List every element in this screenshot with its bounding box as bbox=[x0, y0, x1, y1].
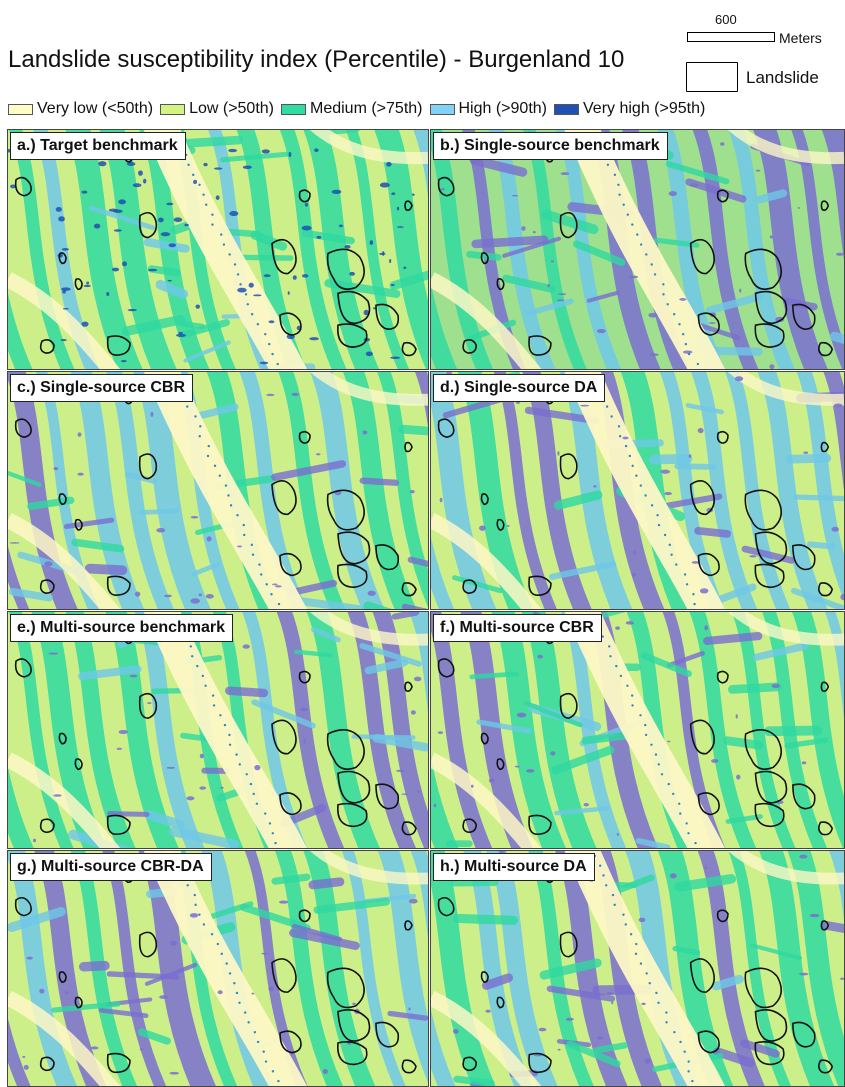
panel-label: d.) Single-source DA bbox=[433, 374, 606, 402]
legend-label-low: Low (>50th) bbox=[189, 100, 274, 117]
susceptibility-map bbox=[431, 612, 844, 848]
legend-swatch-very-high bbox=[554, 103, 579, 115]
map-panel-h: h.) Multi-source DA bbox=[430, 850, 845, 1087]
map-panel-c: c.) Single-source CBR bbox=[7, 371, 429, 610]
susceptibility-legend: Very low (<50th) Low (>50th) Medium (>75… bbox=[8, 100, 712, 118]
legend-label-medium: Medium (>75th) bbox=[310, 100, 423, 117]
susceptibility-map bbox=[8, 372, 428, 609]
scale-bar-graphic bbox=[687, 32, 775, 42]
legend-item-very-high: Very high (>95th) bbox=[554, 100, 705, 118]
susceptibility-map bbox=[431, 372, 844, 609]
scale-bar-value: 600 bbox=[715, 12, 737, 27]
landslide-legend: Landslide bbox=[686, 62, 836, 94]
susceptibility-map bbox=[8, 130, 428, 369]
map-panel-d: d.) Single-source DA bbox=[430, 371, 845, 610]
legend-item-high: High (>90th) bbox=[429, 100, 548, 118]
landslide-symbol bbox=[686, 62, 738, 92]
panel-label: c.) Single-source CBR bbox=[10, 374, 194, 402]
susceptibility-map bbox=[8, 612, 428, 848]
legend-item-medium: Medium (>75th) bbox=[281, 100, 423, 118]
legend-swatch-medium bbox=[281, 103, 306, 115]
map-panel-b: b.) Single-source benchmark bbox=[430, 129, 845, 370]
legend-label-very-low: Very low (<50th) bbox=[37, 100, 154, 117]
panel-label: b.) Single-source benchmark bbox=[433, 132, 668, 160]
map-panel-a: a.) Target benchmark bbox=[7, 129, 429, 370]
scale-bar-unit: Meters bbox=[779, 30, 822, 46]
map-panel-g: g.) Multi-source CBR-DA bbox=[7, 850, 429, 1087]
scale-bar: 600 Meters bbox=[687, 12, 837, 52]
legend-label-high: High (>90th) bbox=[458, 100, 548, 117]
panel-label: a.) Target benchmark bbox=[10, 132, 186, 160]
landslide-legend-label: Landslide bbox=[746, 68, 819, 87]
panel-label: g.) Multi-source CBR-DA bbox=[10, 853, 212, 881]
panel-label: f.) Multi-source CBR bbox=[433, 614, 602, 642]
map-title: Landslide susceptibility index (Percenti… bbox=[8, 46, 625, 73]
panel-label: e.) Multi-source benchmark bbox=[10, 614, 234, 642]
susceptibility-map bbox=[431, 130, 844, 369]
map-panel-e: e.) Multi-source benchmark bbox=[7, 611, 429, 849]
panel-label: h.) Multi-source DA bbox=[433, 853, 595, 881]
map-panels-grid: a.) Target benchmark b.) Single-source b… bbox=[7, 129, 845, 1087]
legend-swatch-very-low bbox=[8, 103, 33, 115]
susceptibility-map bbox=[8, 851, 428, 1086]
legend-swatch-low bbox=[160, 103, 186, 115]
legend-item-low: Low (>50th) bbox=[160, 100, 274, 118]
map-panel-f: f.) Multi-source CBR bbox=[430, 611, 845, 849]
susceptibility-map bbox=[431, 851, 844, 1086]
legend-item-very-low: Very low (<50th) bbox=[8, 100, 153, 118]
legend-label-very-high: Very high (>95th) bbox=[583, 100, 706, 117]
legend-swatch-high bbox=[429, 103, 455, 115]
